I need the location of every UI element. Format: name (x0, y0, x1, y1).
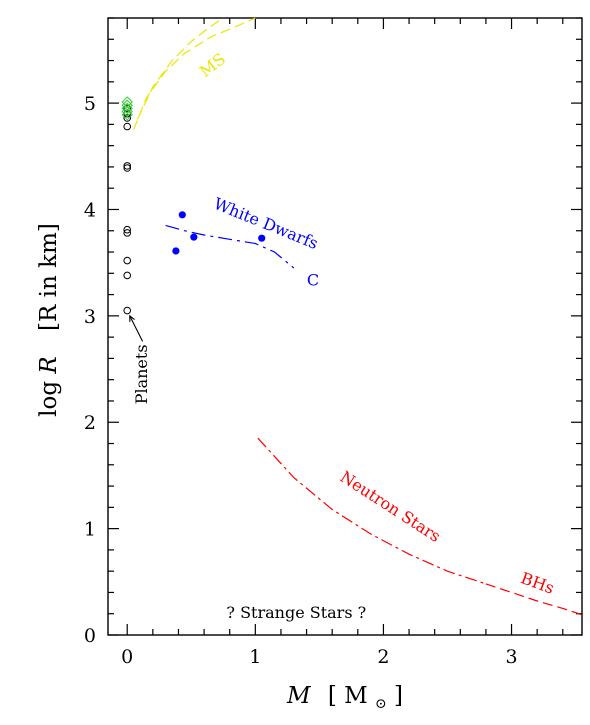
ms-line (133, 17, 256, 130)
y-axis-title: log R [R in km] (36, 223, 62, 417)
diamond-point (121, 96, 133, 108)
x-axis-bracket-close: ] (394, 683, 403, 709)
annotations: Planets White Dwarfs C MS Neutron Stars BHs ? … (129, 49, 557, 622)
y-axis-rest: [R in km] (36, 223, 62, 331)
planets-point (123, 114, 132, 122)
white-dwarfs-point (258, 234, 266, 242)
white-dwarfs-point (172, 247, 180, 255)
annotation-ms: MS (196, 49, 229, 81)
annotation-white-dwarfs: White Dwarfs (211, 194, 321, 253)
annotation-c: C (307, 270, 319, 289)
x-axis-title: M [ M ⊙ ] (286, 683, 403, 714)
y-tick-label: 3 (84, 306, 96, 328)
y-axis-var: R (36, 356, 62, 374)
annotation-bhs: BHs (518, 568, 556, 597)
y-tick-label: 0 (84, 625, 96, 647)
y-tick-label: 5 (84, 93, 96, 115)
x-tick-label: 3 (505, 646, 517, 668)
planets-point (123, 229, 132, 237)
annotation-strange-stars: ? Strange Stars ? (226, 603, 366, 622)
series-5-line (136, 17, 224, 120)
planets-point (123, 271, 132, 280)
x-tick-label: 1 (249, 646, 261, 668)
planets-point (123, 225, 132, 234)
y-tick-label: 4 (84, 199, 96, 221)
x-axis-var: M (286, 683, 312, 709)
white-dwarfs-point (190, 233, 198, 241)
annotation-neutron-stars: Neutron Stars (337, 467, 444, 546)
planets-point (123, 164, 132, 172)
x-axis-unit: M (344, 683, 368, 709)
x-axis-bracket-open: [ (328, 683, 337, 709)
plot-frame (107, 17, 583, 636)
x-tick-label: 0 (121, 646, 133, 668)
series-layer (121, 17, 583, 616)
bhs-line (485, 583, 583, 616)
white-dwarfs-point (178, 211, 186, 219)
annotation-planets: Planets (132, 344, 151, 404)
y-tick-label: 1 (84, 519, 96, 541)
planets-arrow (129, 315, 144, 342)
x-axis-unit-sub: ⊙ (375, 696, 387, 712)
planets-point (123, 306, 132, 315)
y-tick-label: 2 (84, 412, 96, 434)
planets-point (123, 104, 132, 113)
y-axis-prefix: log (36, 374, 62, 417)
tick-marks (108, 17, 582, 636)
tick-labels: 0 1 2 3 0 1 2 3 4 5 (84, 93, 518, 668)
planets-point (123, 256, 132, 265)
planets-point (123, 162, 132, 170)
planets-arrowhead (129, 314, 135, 322)
x-tick-label: 2 (377, 646, 389, 668)
neutron-stars-line (257, 437, 487, 585)
planets-point (123, 122, 132, 131)
c-line (165, 224, 295, 269)
